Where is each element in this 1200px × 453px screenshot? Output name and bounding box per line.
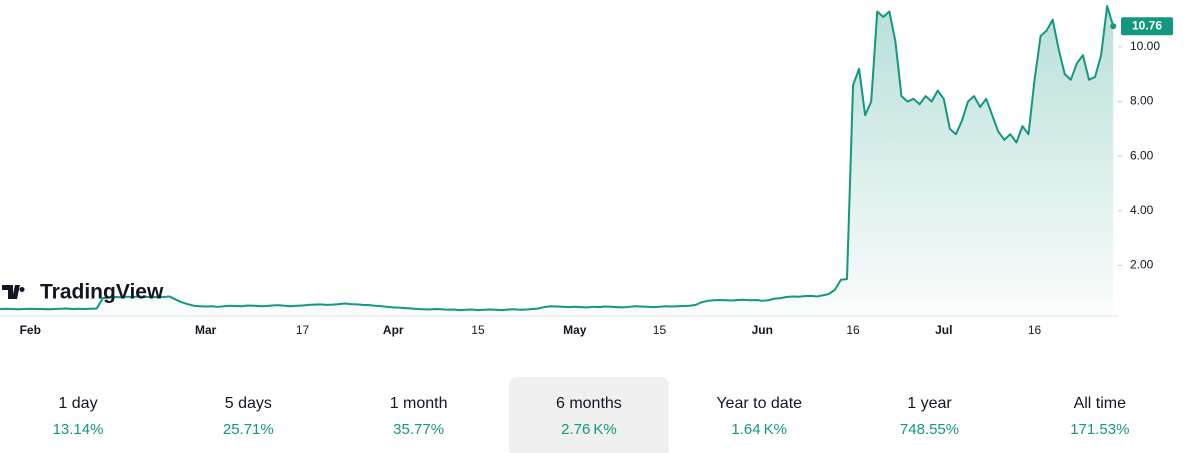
tab-label: 5 days (225, 395, 272, 412)
tab-change: 171.53% (1070, 421, 1129, 438)
tab-change: 2.76 K% (561, 421, 617, 438)
y-tick-label: 2.00 (1130, 257, 1154, 271)
x-tick-label: 16 (1028, 323, 1042, 337)
last-point (1110, 23, 1117, 30)
tab-change: 748.55% (900, 421, 959, 438)
x-tick-label: Jun (752, 323, 773, 337)
y-tick-label: 4.00 (1130, 203, 1154, 217)
x-tick-label: 15 (653, 323, 667, 337)
x-tick-label: Jul (935, 323, 952, 337)
period-tab[interactable]: 1 year 748.55% (900, 395, 959, 438)
x-tick-label: Mar (195, 323, 217, 337)
last-price-label: 10.76 (1132, 18, 1162, 32)
price-area (0, 6, 1114, 315)
tab-change: 1.64 K% (731, 421, 787, 438)
selected-tab-bg (508, 377, 669, 453)
plot-area: 2.00 4.00 6.00 8.00 10.00 Feb Mar 17 Apr 15 May 15 J… (0, 5, 1173, 337)
y-tick-label: 8.00 (1130, 94, 1154, 108)
period-tab[interactable]: 6 months 2.76 K% (508, 377, 669, 453)
logo-icon (2, 285, 25, 299)
x-tick-label: 15 (471, 323, 485, 337)
period-tab[interactable]: 5 days 25.71% (223, 395, 274, 438)
tab-label: 1 year (907, 395, 952, 412)
tab-label: Year to date (716, 395, 802, 412)
y-tick-label: 10.00 (1130, 39, 1160, 53)
x-tick-label: 17 (296, 323, 310, 337)
period-tab[interactable]: 1 day 13.14% (53, 395, 104, 438)
x-tick-label: 16 (846, 323, 860, 337)
last-price-badge (1121, 17, 1173, 36)
tab-change: 25.71% (223, 421, 274, 438)
x-tick-label: Feb (20, 323, 41, 337)
x-tick-label: Apr (383, 323, 404, 337)
period-tab[interactable]: Year to date 1.64 K% (716, 395, 802, 438)
tab-change: 35.77% (393, 421, 444, 438)
tab-change: 13.14% (53, 421, 104, 438)
y-tick-label: 6.00 (1130, 148, 1154, 162)
tab-label: 1 month (390, 395, 448, 412)
watermark-text: TradingView (40, 281, 164, 304)
tab-label: 1 day (58, 395, 97, 412)
price-line (0, 5, 1115, 312)
watermark: TradingView (2, 281, 164, 304)
period-tab[interactable]: All time 171.53% (1070, 395, 1129, 438)
tab-label: 6 months (556, 395, 622, 412)
period-tabs: 1 day 13.14% 5 days 25.71% 1 month 35.77% 6 mo… (53, 377, 1129, 453)
tab-label: All time (1074, 395, 1127, 412)
period-tab[interactable]: 1 month 35.77% (390, 395, 448, 438)
x-tick-label: May (563, 323, 587, 337)
